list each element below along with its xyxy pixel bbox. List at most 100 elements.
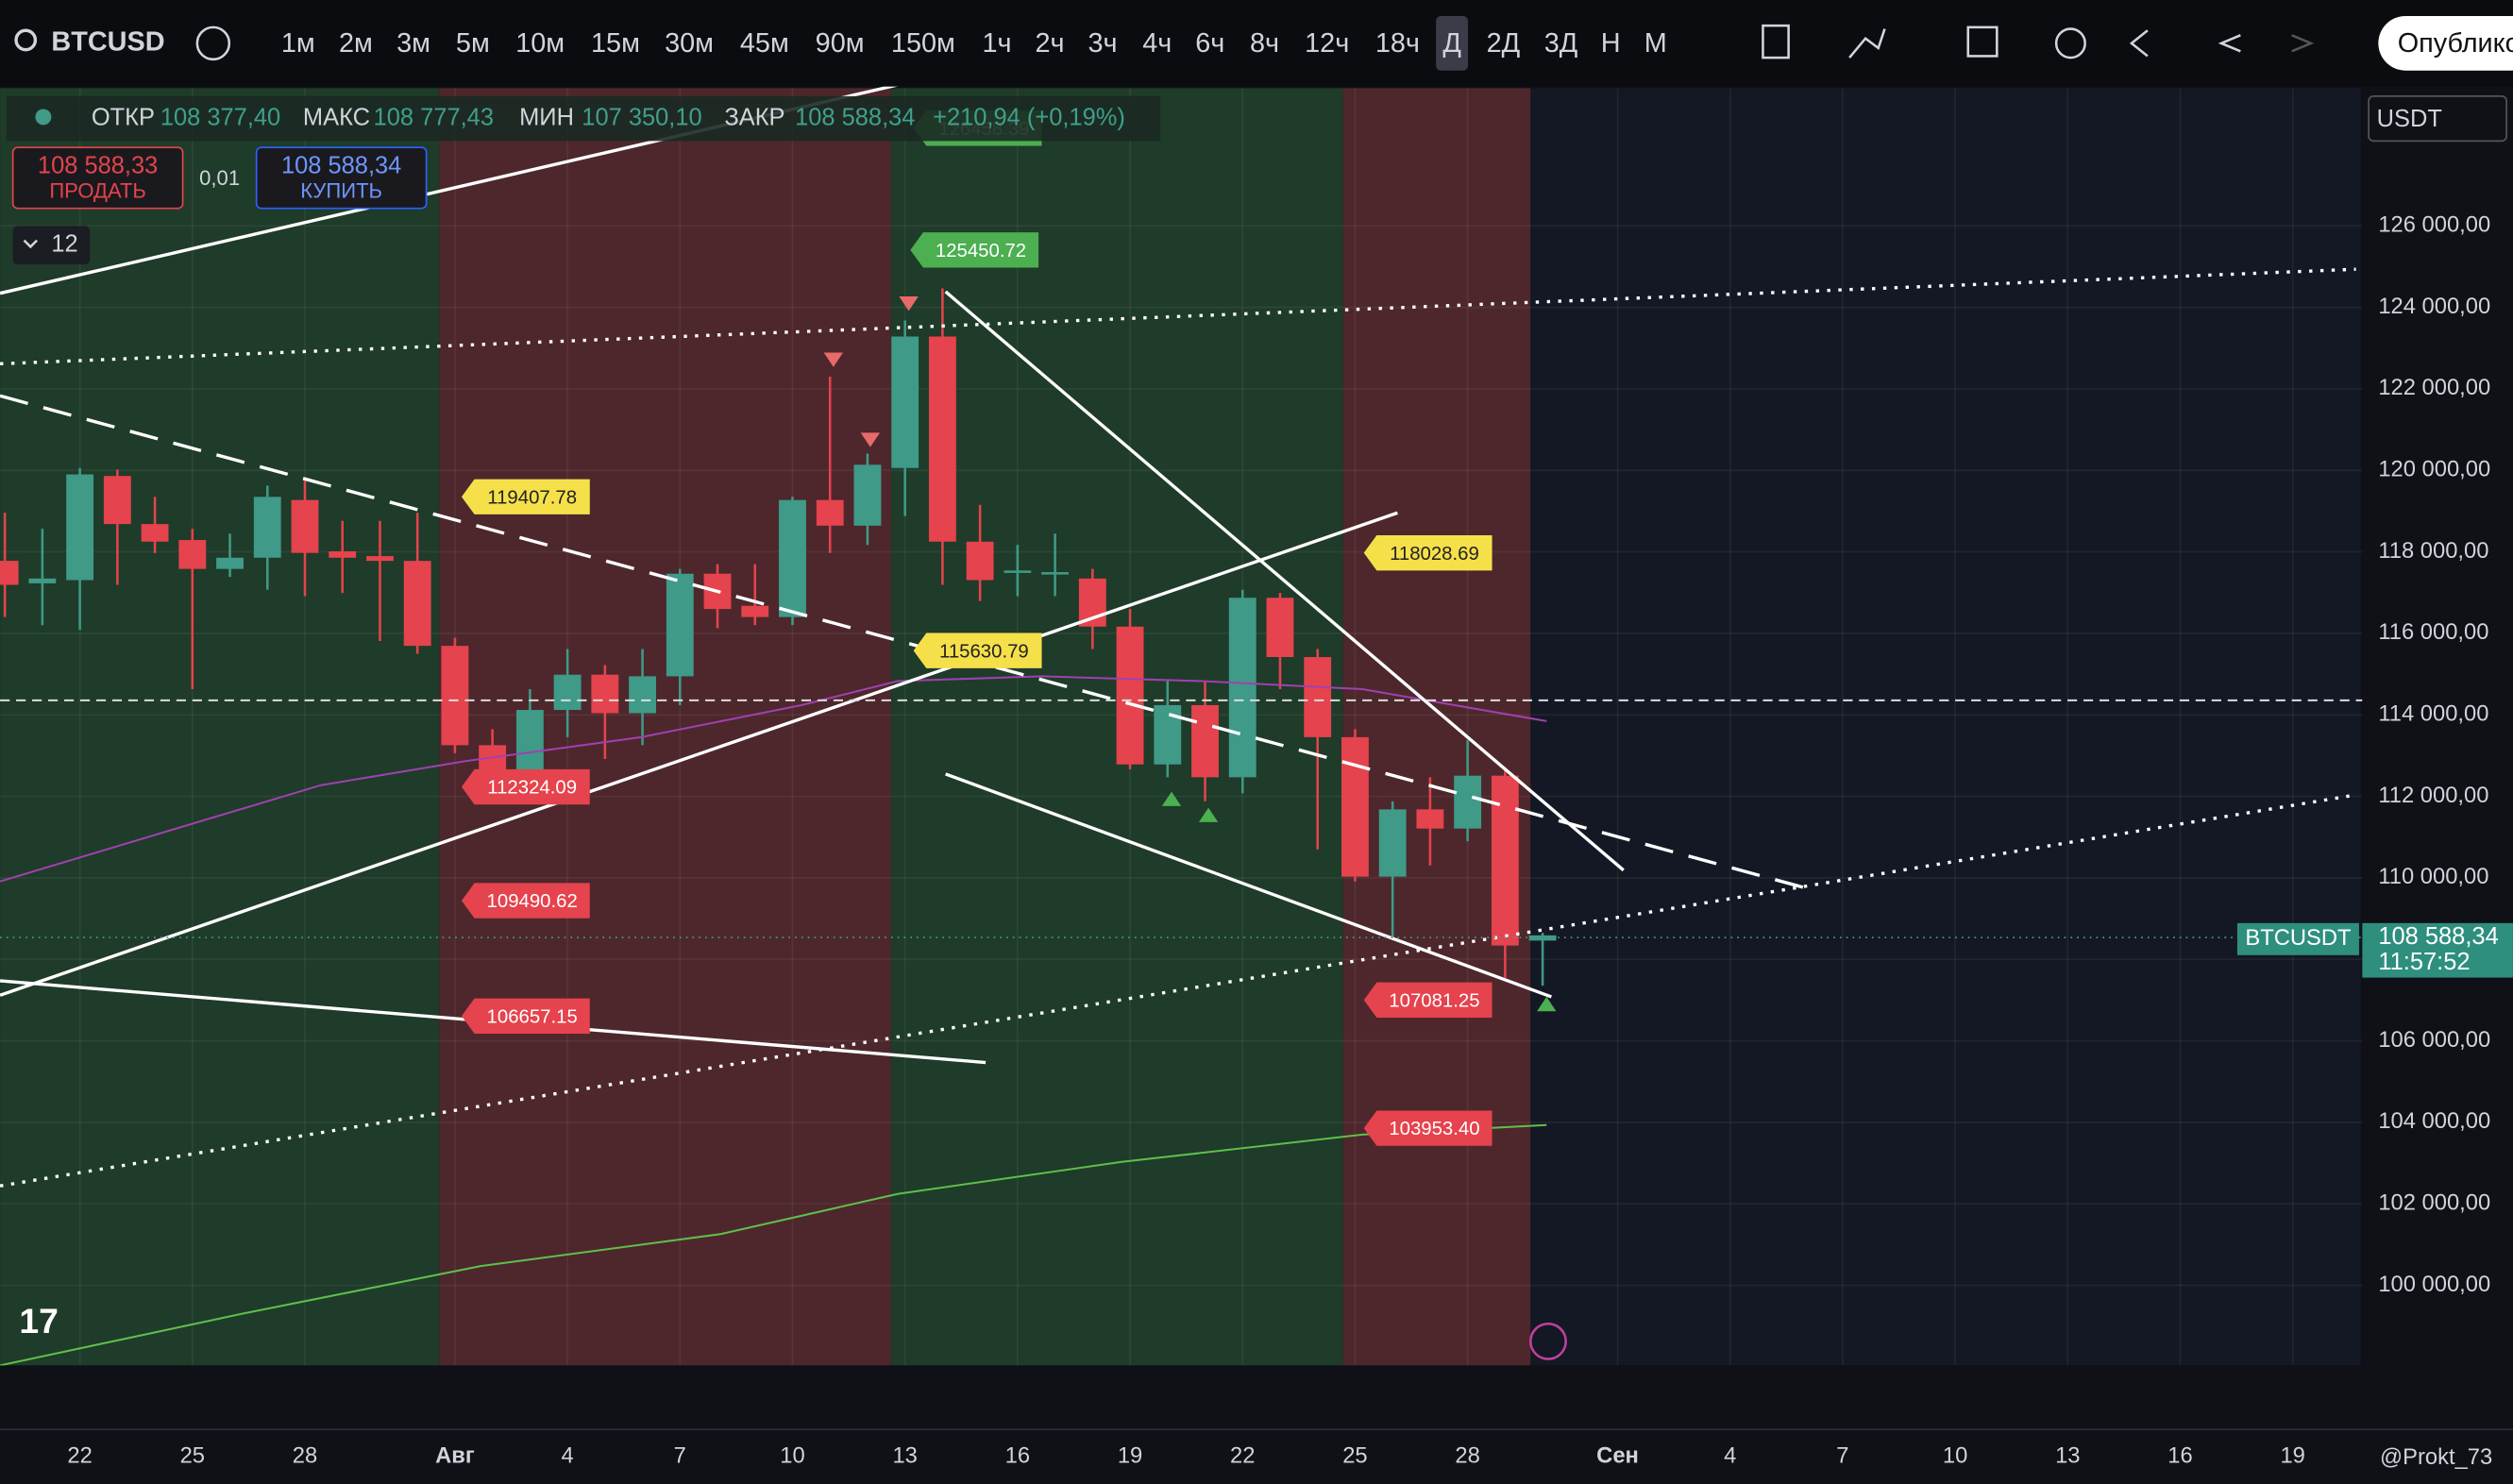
legend-value: 108 377,40 (160, 104, 280, 130)
legend-bar (6, 95, 1161, 142)
quantity[interactable]: 0,01 (199, 166, 240, 190)
interval[interactable]: 1ч (982, 28, 1011, 59)
interval[interactable]: 2ч (1035, 28, 1064, 59)
price-label-text: 106657.15 (487, 1006, 578, 1027)
layouts[interactable] (1966, 25, 1999, 58)
interval[interactable]: 90м (816, 28, 865, 59)
legend-label: ОТКР (92, 104, 155, 130)
interval[interactable]: 8ч (1250, 28, 1279, 59)
tv-logo: 17 (19, 1301, 59, 1341)
sell-label[interactable]: ПРОДАТЬ (49, 179, 146, 203)
x-tick-label: 28 (1455, 1442, 1479, 1468)
price-tag-countdown: 11:57:52 (2378, 949, 2470, 975)
legend-dot (35, 109, 52, 126)
legend-value: 107 350,10 (582, 104, 701, 130)
interval[interactable]: 6ч (1195, 28, 1224, 59)
search-icon[interactable] (14, 28, 38, 52)
candle-body (1116, 626, 1144, 765)
toolbar (0, 0, 2513, 87)
candle-body (1004, 570, 1032, 573)
candle-body (591, 674, 619, 714)
ma-line (0, 1123, 1547, 1367)
interval[interactable]: Д (1442, 28, 1461, 59)
interval[interactable]: 3ч (1088, 28, 1117, 59)
candle-body (1416, 809, 1444, 829)
x-tick-label: 13 (2055, 1442, 2080, 1468)
symbol[interactable]: BTCUSD (51, 26, 164, 57)
currency[interactable]: USDT (2377, 106, 2442, 132)
interval[interactable]: 10м (515, 28, 565, 59)
price-label-text: 125450.72 (936, 241, 1026, 261)
price-axis (2362, 88, 2513, 1366)
candle-body (66, 474, 94, 581)
buy-price[interactable]: 108 588,34 (281, 152, 401, 178)
price-label-box (913, 632, 1042, 668)
interval[interactable]: 1м (281, 28, 315, 59)
x-tick-label: Авг (435, 1442, 475, 1468)
x-tick-label: 16 (2167, 1442, 2192, 1468)
undo[interactable] (2218, 34, 2241, 53)
interval[interactable]: 2Д (1487, 28, 1521, 59)
buy-label[interactable]: КУПИТЬ (300, 179, 382, 203)
publish-button[interactable] (2378, 15, 2513, 71)
replay[interactable] (2129, 29, 2149, 58)
candles (0, 288, 1557, 987)
alert-icon[interactable] (1529, 1322, 1567, 1360)
x-tick-label: 25 (180, 1442, 205, 1468)
x-tick-label: 4 (1724, 1442, 1736, 1468)
y-tick-label: 124 000,00 (2378, 294, 2490, 319)
candle-body (891, 336, 919, 468)
add-symbol[interactable] (195, 25, 231, 61)
publish-label[interactable]: Опублико (2398, 28, 2513, 59)
interval[interactable]: 30м (665, 28, 714, 59)
alert[interactable] (2054, 27, 2086, 59)
watermark: @Prokt_73 (2380, 1444, 2492, 1470)
interval[interactable]: 12ч (1305, 28, 1349, 59)
sell-price[interactable]: 108 588,33 (38, 152, 158, 178)
zone-green (0, 88, 440, 1366)
price-label-box (461, 883, 590, 919)
price-label-text: 103953.40 (1389, 1119, 1479, 1139)
price-label-text: 107081.25 (1389, 990, 1479, 1011)
y-tick-label: 110 000,00 (2378, 864, 2488, 889)
x-tick-label: 7 (1836, 1442, 1848, 1468)
candle-body (1266, 598, 1294, 658)
x-tick-label: 22 (67, 1442, 92, 1468)
price-label: 118028.69 (1363, 535, 1493, 571)
interval[interactable]: 3м (396, 28, 430, 59)
buy-button[interactable] (255, 146, 428, 210)
signal (1537, 996, 1557, 1012)
time-axis (0, 1365, 2513, 1484)
legend-label: МАКС (303, 104, 370, 130)
interval[interactable]: 2м (339, 28, 373, 59)
price-label: 107081.25 (1363, 982, 1493, 1018)
price-tag-value: 108 588,34 (2378, 923, 2498, 950)
x-tick-label: Сен (1596, 1442, 1639, 1468)
interval[interactable]: 150м (891, 28, 955, 59)
indicators-toggle[interactable] (12, 226, 91, 265)
interval[interactable]: Н (1601, 28, 1621, 59)
interval[interactable]: 45м (740, 28, 789, 59)
y-tick-label: 102 000,00 (2378, 1189, 2490, 1215)
sell-button[interactable] (11, 146, 184, 210)
interval[interactable]: 4ч (1142, 28, 1172, 59)
interval[interactable]: 18ч (1375, 28, 1420, 59)
indicators[interactable] (1848, 28, 1886, 59)
candle-body (1304, 657, 1332, 737)
candle-body (853, 464, 882, 526)
interval[interactable]: 3Д (1544, 28, 1578, 59)
redo[interactable] (2291, 34, 2315, 53)
candle-body (366, 556, 394, 562)
indicators-count[interactable]: 12 (51, 230, 77, 257)
candle-body (1454, 775, 1482, 829)
y-tick-label: 122 000,00 (2378, 375, 2490, 400)
chart-type[interactable] (1762, 24, 1790, 59)
interval[interactable]: 5м (456, 28, 490, 59)
interval[interactable]: 15м (591, 28, 640, 59)
candle-body (1041, 572, 1070, 575)
candle-body (779, 499, 806, 617)
currency-select[interactable] (2368, 95, 2507, 143)
legend-change: +210,94 (+0,19%) (933, 104, 1125, 130)
interval[interactable]: М (1644, 28, 1667, 59)
